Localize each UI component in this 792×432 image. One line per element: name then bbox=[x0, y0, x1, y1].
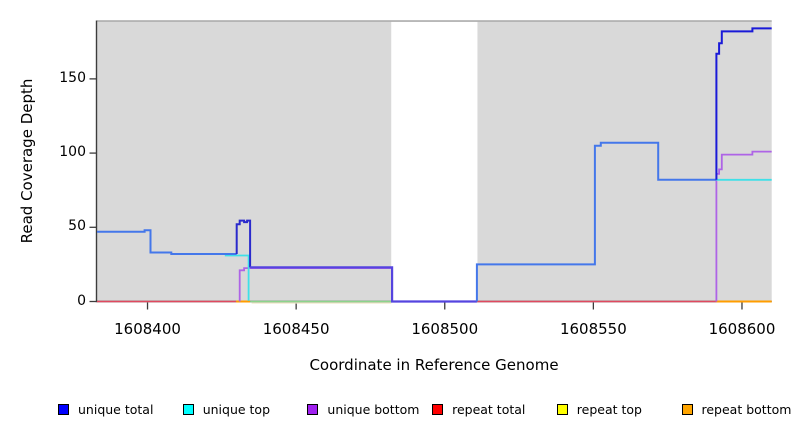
legend-swatch-unique-top bbox=[182, 403, 194, 415]
y-tick-label: 150 bbox=[59, 69, 86, 86]
legend-item: unique bottom bbox=[307, 398, 419, 420]
y-tick-label: 50 bbox=[68, 218, 86, 235]
legend-label: unique total bbox=[78, 401, 154, 417]
gap-band bbox=[391, 21, 478, 303]
legend-item: unique top bbox=[182, 398, 271, 420]
legend-label: repeat total bbox=[452, 401, 526, 417]
x-tick-label: 1608500 bbox=[411, 320, 479, 338]
series-unique-total-spike bbox=[235, 219, 252, 268]
x-tick-label: 1608400 bbox=[114, 320, 181, 338]
series-unique-total-mid bbox=[250, 266, 477, 303]
series-unique-total-left bbox=[97, 229, 237, 255]
x-axis-title: Coordinate in Reference Genome bbox=[309, 356, 559, 374]
y-axis-title: Read Coverage Depth bbox=[18, 78, 36, 244]
series-unique-total-mid-right bbox=[475, 141, 717, 302]
legend-swatch-unique-total bbox=[58, 403, 69, 415]
legend: unique total unique top unique bottom repea… bbox=[0, 398, 792, 422]
legend-label: repeat top bbox=[576, 401, 642, 417]
legend-label: unique bottom bbox=[327, 401, 420, 417]
legend-label: unique top bbox=[202, 401, 271, 417]
legend-swatch-repeat-bottom bbox=[681, 403, 693, 415]
legend-swatch-repeat-top bbox=[556, 403, 568, 415]
legend-item: repeat bottom bbox=[681, 398, 792, 420]
legend-item: unique total bbox=[58, 398, 153, 420]
y-tick-label: 0 bbox=[77, 292, 86, 309]
legend-label: repeat bottom bbox=[701, 401, 792, 417]
x-tick-label: 1608550 bbox=[559, 320, 627, 338]
legend-item: repeat total bbox=[432, 398, 525, 420]
x-tick-label: 1608600 bbox=[708, 320, 776, 338]
y-tick-label: 100 bbox=[59, 144, 86, 161]
legend-item: repeat top bbox=[556, 398, 642, 420]
legend-swatch-repeat-total bbox=[432, 403, 444, 415]
x-tick-label: 1608450 bbox=[262, 320, 330, 338]
legend-swatch-unique-bottom bbox=[307, 403, 319, 415]
series-unique-total-right bbox=[715, 27, 772, 180]
series-unique-top-left-visible bbox=[224, 254, 250, 301]
